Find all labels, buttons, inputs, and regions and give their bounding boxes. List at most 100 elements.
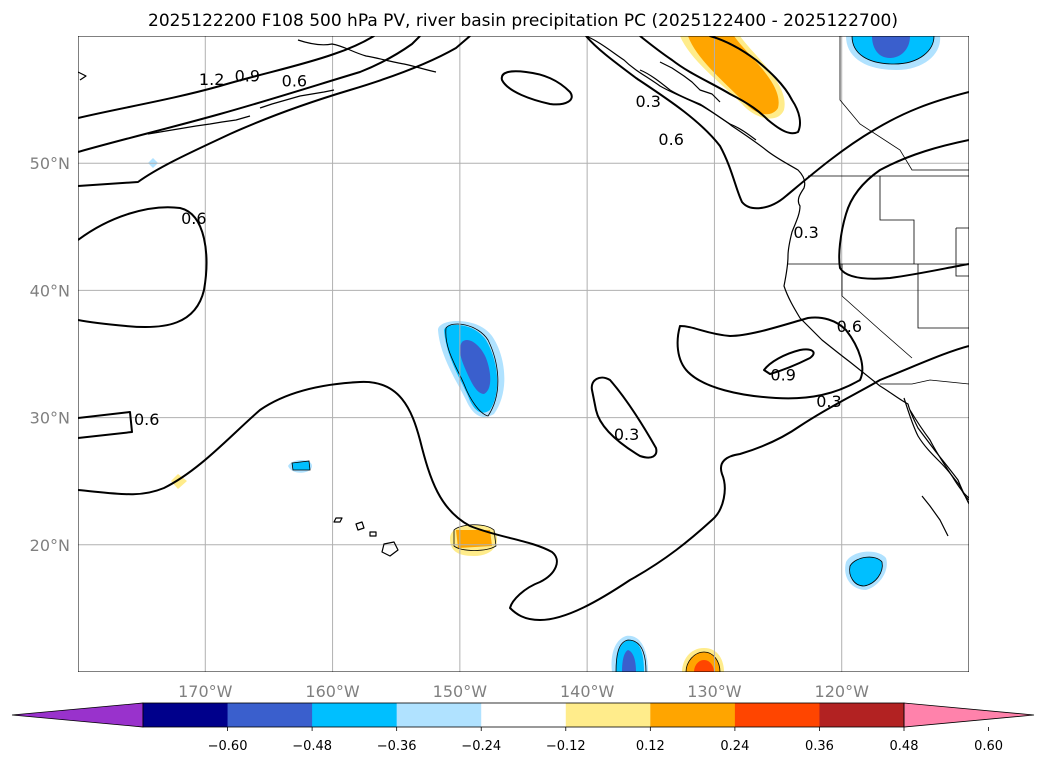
colorbar-tick-label: 0.24 bbox=[720, 739, 749, 754]
colorbar-segment bbox=[819, 703, 905, 727]
contour-line bbox=[763, 348, 815, 375]
x-tick-label: 130°W bbox=[687, 682, 742, 701]
colorbar-segment bbox=[650, 703, 736, 727]
colorbar-tick-label: −0.60 bbox=[208, 739, 248, 754]
chart-title: 2025122200 F108 500 hPa PV, river basin … bbox=[148, 11, 898, 31]
colorbar-tick-label: −0.12 bbox=[546, 739, 586, 754]
colorbar-segment bbox=[312, 703, 398, 727]
x-tick-label: 120°W bbox=[815, 682, 870, 701]
coastline bbox=[921, 495, 949, 537]
precipitation-shading bbox=[148, 36, 941, 672]
coastline bbox=[659, 61, 721, 103]
hawaii-island bbox=[369, 531, 377, 537]
contour-label: 0.6 bbox=[181, 209, 206, 228]
colorbar: −0.60 −0.48 −0.36 −0.24 −0.12 0.12 0.24 0.36 0.4… bbox=[11, 702, 1035, 754]
colorbar-tick-label: 0.60 bbox=[974, 739, 1003, 754]
contour-line bbox=[676, 316, 864, 400]
x-tick-label: 140°W bbox=[560, 682, 615, 701]
contour-label: 0.3 bbox=[816, 392, 841, 411]
coastline bbox=[297, 39, 437, 73]
shade-blob bbox=[688, 36, 779, 115]
border-line bbox=[955, 227, 969, 277]
shade-blob bbox=[456, 530, 492, 548]
shade-outline bbox=[685, 651, 721, 672]
x-tick-label: 150°W bbox=[433, 682, 488, 701]
border-line bbox=[839, 36, 969, 171]
colorbar-tick-label: −0.24 bbox=[461, 739, 501, 754]
shade-outline bbox=[445, 323, 499, 417]
hawaii-island bbox=[381, 541, 399, 557]
shade-outline bbox=[851, 36, 935, 65]
contour-line bbox=[500, 70, 573, 106]
contour-line bbox=[78, 206, 208, 329]
contour-line bbox=[838, 139, 969, 280]
coastline bbox=[639, 69, 757, 141]
contour-label: 0.6 bbox=[658, 130, 683, 149]
shade-outline bbox=[291, 460, 311, 471]
border-line bbox=[841, 264, 913, 359]
colorbar-tick-label: 0.48 bbox=[890, 739, 919, 754]
shade-blob bbox=[292, 461, 310, 470]
contour-label: 1.2 bbox=[199, 70, 224, 89]
shade-blob bbox=[694, 660, 714, 672]
contour-line bbox=[590, 376, 658, 459]
coastline bbox=[259, 89, 335, 109]
colorbar-extend-low bbox=[11, 702, 144, 728]
contour-label: 0.6 bbox=[134, 410, 159, 429]
shade-outline bbox=[615, 639, 647, 672]
colorbar-tick-label: −0.48 bbox=[292, 739, 332, 754]
coastline bbox=[78, 71, 87, 81]
contour-line bbox=[78, 411, 133, 439]
y-tick-label: 20°N bbox=[30, 536, 70, 555]
colorbar-segment bbox=[227, 703, 313, 727]
contour-label: 0.3 bbox=[793, 223, 818, 242]
contour-line bbox=[78, 345, 969, 621]
contour-label: 0.6 bbox=[282, 72, 307, 91]
y-tick-label: 30°N bbox=[30, 409, 70, 428]
colorbar-segment bbox=[481, 703, 567, 727]
shade-blob bbox=[622, 650, 636, 672]
contour-label: 0.6 bbox=[837, 317, 862, 336]
contour-label: 0.3 bbox=[636, 92, 661, 111]
coastlines bbox=[78, 36, 969, 557]
colorbar-tick-label: 0.12 bbox=[636, 739, 665, 754]
border-line bbox=[880, 379, 969, 385]
x-tick-label: 170°W bbox=[178, 682, 233, 701]
contour-label: 0.9 bbox=[235, 66, 260, 85]
colorbar-segment bbox=[396, 703, 482, 727]
colorbar-tick-label: 0.36 bbox=[805, 739, 834, 754]
coastline bbox=[147, 115, 251, 135]
shade-blob bbox=[872, 36, 910, 58]
colorbar-extend-high bbox=[903, 702, 1035, 728]
colorbar-segment bbox=[565, 703, 651, 727]
colorbar-segment bbox=[143, 703, 229, 727]
border-line bbox=[879, 176, 915, 264]
border-line bbox=[917, 264, 969, 329]
contour-line bbox=[585, 36, 969, 210]
shade-blob bbox=[849, 557, 883, 586]
map-area: 1.2 0.9 0.6 0.3 0.6 0.6 0.3 0.6 0.9 0.3 0.3 0.6 bbox=[78, 36, 969, 672]
hawaii-island bbox=[333, 517, 343, 523]
x-tick-label: 160°W bbox=[305, 682, 360, 701]
shade-blob bbox=[459, 339, 491, 394]
shade-blob bbox=[171, 474, 187, 489]
coastline bbox=[909, 409, 969, 499]
y-tick-label: 50°N bbox=[30, 154, 70, 173]
pv-contours bbox=[78, 36, 969, 621]
shade-outline bbox=[849, 556, 883, 587]
colorbar-tick-label: −0.36 bbox=[377, 739, 417, 754]
contour-label: 0.9 bbox=[770, 365, 795, 384]
political-borders bbox=[788, 36, 969, 385]
contour-labels: 1.2 0.9 0.6 0.3 0.6 0.6 0.3 0.6 0.9 0.3 0.3 0.6 bbox=[134, 66, 862, 444]
y-axis-tick-labels: 20°N 30°N 40°N 50°N bbox=[30, 154, 70, 555]
contour-line bbox=[78, 36, 421, 153]
contour-line bbox=[639, 36, 801, 135]
hawaii-island bbox=[355, 521, 365, 531]
colorbar-segment bbox=[734, 703, 820, 727]
contour-line bbox=[78, 36, 471, 187]
contour-line bbox=[78, 36, 375, 119]
y-tick-label: 40°N bbox=[30, 281, 70, 300]
shade-outline bbox=[453, 524, 497, 551]
gridlines bbox=[78, 36, 969, 672]
